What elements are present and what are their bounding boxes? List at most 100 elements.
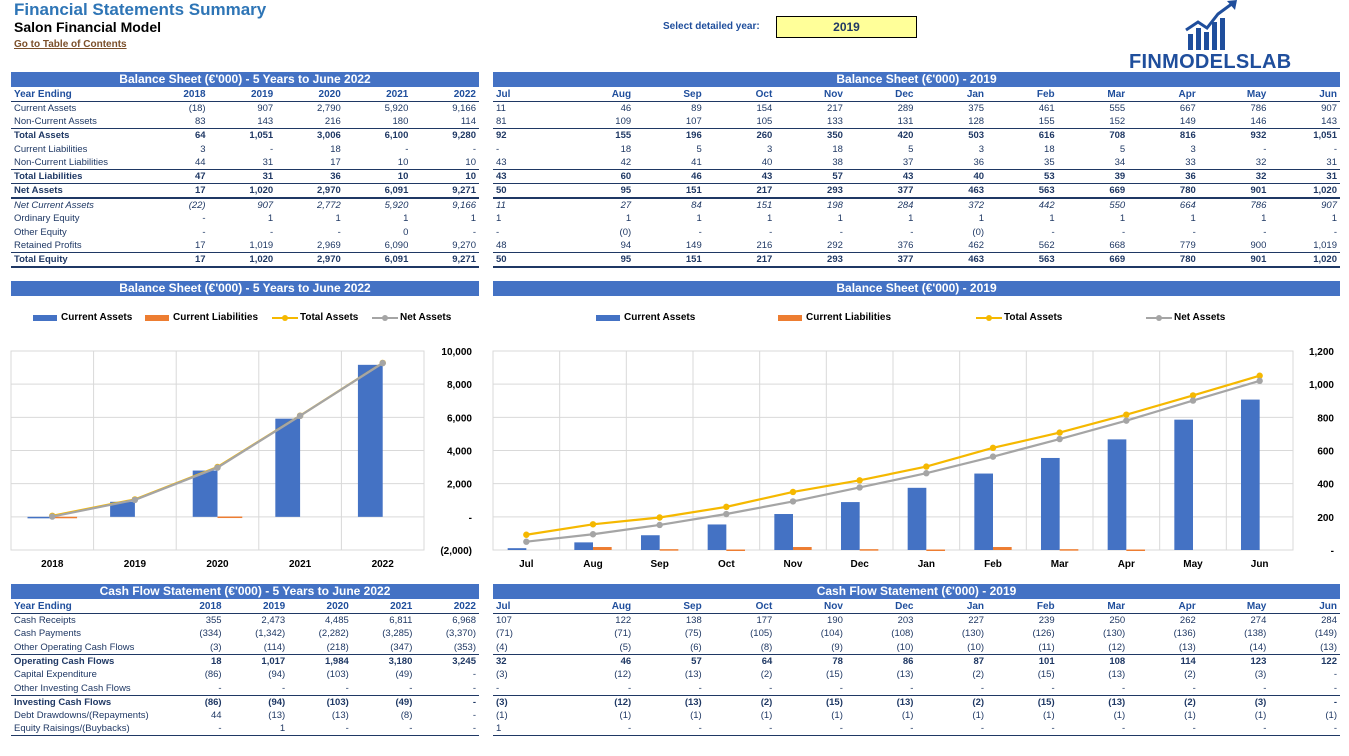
table-cell: 2,473	[261, 615, 286, 627]
table-cell: 10	[397, 157, 409, 169]
row-label: Retained Profits	[14, 240, 82, 252]
table-row: 92 155 196 260 350 420 503 616 708 816 932 1,051	[493, 128, 1340, 143]
table-cell: (1)	[901, 710, 914, 722]
line-net-assets	[526, 379, 1260, 543]
column-header: Nov	[775, 88, 846, 103]
model-name: Salon Financial Model	[14, 19, 162, 35]
table-cell: -	[1269, 722, 1340, 737]
bar-current-assets	[275, 418, 301, 517]
table-cell: 462	[968, 240, 985, 252]
x-tick-label: 2022	[372, 559, 395, 570]
table-row: 1-----------	[493, 722, 1340, 737]
point-net-assets	[923, 470, 930, 477]
table-cell: (2)	[916, 694, 988, 709]
table-cell: (130)	[961, 628, 985, 640]
legend-total-assets-monthly: Total Assets	[976, 312, 1062, 323]
table-row: Ordinary Equity - 1 1 1 1	[11, 212, 479, 226]
table-cell: -	[1051, 226, 1055, 238]
table-cell: 50	[493, 252, 564, 269]
line-total-assets	[52, 362, 384, 517]
year-selector-input[interactable]: 2019	[776, 16, 917, 38]
line-total-assets	[526, 374, 1260, 536]
bar-current-liabilities	[793, 547, 812, 550]
table-cell: (2)	[760, 669, 773, 681]
table-cell: (10)	[896, 641, 914, 653]
table-cell: 89	[691, 103, 702, 115]
y-tick-label: 400	[1317, 480, 1334, 491]
table-row: 50 95 151 217 293 377 463 563 669 780 901 1,020	[493, 183, 1340, 200]
point-net-assets	[49, 513, 56, 520]
x-tick-label: 2019	[124, 559, 147, 570]
table-cell: (75)	[684, 628, 702, 640]
column-header: Jun	[1269, 88, 1340, 103]
table-row: Current Liabilities 3 - 18 - -	[11, 142, 479, 156]
table-cell: 669	[1057, 252, 1129, 269]
point-total-assets	[1189, 392, 1197, 399]
table-cell: 1,020	[208, 252, 277, 269]
table-cell: -	[627, 682, 632, 694]
table-cell: (114)	[263, 641, 286, 653]
table-cell: 3	[978, 143, 985, 155]
row-label: Investing Cash Flows	[11, 694, 161, 709]
x-tick-label: Nov	[784, 559, 803, 570]
table-cell: 239	[1038, 615, 1055, 627]
table-cell: 47	[141, 169, 209, 184]
table-cell: (13)	[896, 669, 914, 681]
y-tick-label: -	[469, 513, 472, 524]
table-cell: 6,811	[389, 615, 413, 627]
balance-sheet-5yr-table: Year Ending 2018 2019 2020 2021 2022 Current A…	[11, 88, 479, 269]
table-cell: 114	[460, 116, 476, 128]
table-row: 48 94 149 216 292 376 462 562 668 779 900 1,019	[493, 239, 1340, 253]
table-cell: -	[288, 722, 352, 737]
table-cell: 180	[392, 116, 409, 128]
table-row: 81 109 107 105 133 131 128 155 152 149 146 143	[493, 115, 1340, 129]
table-row: Other Equity - - - 0 -	[11, 226, 479, 240]
table-cell: -	[218, 682, 222, 694]
table-cell: (14)	[1249, 641, 1267, 653]
legend-label: Current Assets	[61, 312, 133, 323]
row-label: Capital Expenditure	[14, 669, 97, 681]
cash-flow-5yr-table: Year Ending 2018 2019 2020 2021 2022 Cash Rece…	[11, 600, 479, 737]
table-cell: 1	[978, 213, 985, 225]
table-cell: -	[980, 682, 985, 694]
table-of-contents-link[interactable]: Go to Table of Contents	[14, 39, 127, 50]
table-cell: (49)	[351, 694, 416, 709]
year-selector-label: Select detailed year:	[663, 21, 760, 32]
table-cell: (18)	[188, 103, 206, 115]
table-cell: (49)	[395, 669, 413, 681]
row-label: Non-Current Liabilities	[14, 157, 108, 169]
table-cell: 1,020	[1269, 252, 1340, 269]
table-row: 32 46 57 64 78 86 87 101 108 114 123 122	[493, 653, 1340, 668]
table-cell: (94)	[224, 694, 289, 709]
point-total-assets	[723, 503, 730, 511]
table-cell: (2)	[972, 669, 985, 681]
table-cell: 1	[767, 213, 773, 225]
column-header: Aug	[563, 600, 635, 615]
point-total-assets	[589, 521, 597, 528]
legend-current-assets-monthly: Current Assets	[596, 312, 695, 323]
table-cell: 17	[330, 157, 341, 169]
table-cell: 376	[897, 240, 914, 252]
column-header: Dec	[845, 88, 917, 103]
table-cell: 1,051	[1269, 128, 1340, 143]
table-cell: 0	[403, 226, 409, 238]
bar-current-assets	[974, 473, 993, 550]
table-cell: (13)	[1057, 694, 1129, 709]
y-tick-label: 2,000	[447, 480, 472, 491]
table-cell: 203	[897, 615, 914, 627]
point-net-assets	[589, 531, 597, 538]
table-cell: -	[698, 226, 702, 238]
table-cell: (104)	[820, 628, 843, 640]
table-cell: 217	[827, 103, 843, 115]
table-cell: 3	[1190, 143, 1196, 155]
table-cell: (13)	[268, 710, 286, 722]
point-net-assets	[131, 496, 139, 504]
x-tick-label: Oct	[718, 559, 735, 570]
page-title: Financial Statements Summary	[14, 0, 267, 19]
column-header: Jun	[1269, 600, 1340, 615]
table-cell: -	[1192, 226, 1196, 238]
table-cell: (3)	[1198, 694, 1270, 709]
table-cell: 1	[470, 213, 476, 225]
table-cell: 350	[775, 128, 846, 143]
table-header-row: Jul Aug Sep Oct Nov Dec Jan Feb Mar Apr May Jun	[493, 600, 1340, 615]
